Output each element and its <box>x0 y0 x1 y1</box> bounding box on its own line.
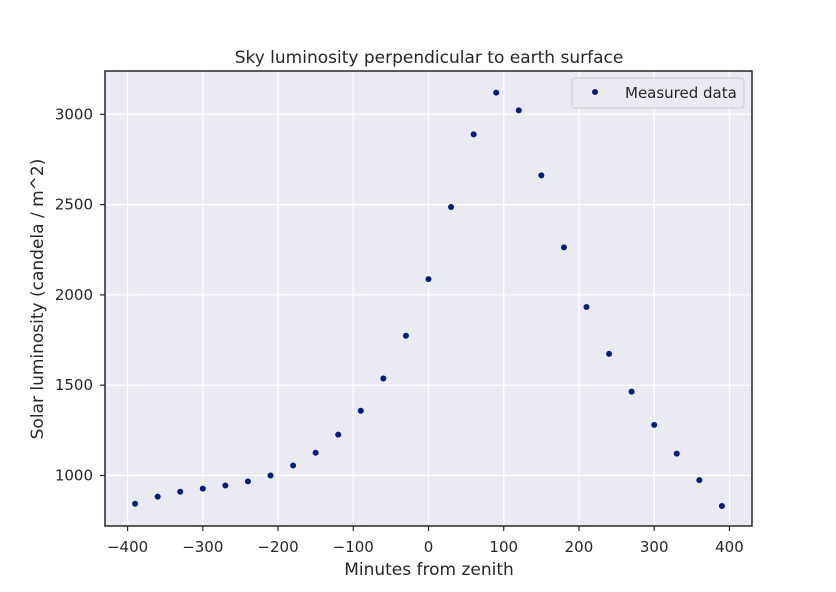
data-point <box>312 449 319 456</box>
x-tick-label: 400 <box>715 538 744 556</box>
data-point <box>651 421 658 428</box>
data-point <box>448 203 455 210</box>
data-point <box>718 502 725 509</box>
legend: Measured data <box>571 77 745 109</box>
data-point <box>628 388 635 395</box>
data-point <box>606 350 613 357</box>
legend-box <box>571 77 745 109</box>
data-point <box>267 472 274 479</box>
grid <box>105 71 752 526</box>
data-point <box>515 107 522 114</box>
y-tick-label: 1000 <box>55 466 93 484</box>
y-tick-label: 2500 <box>55 196 93 214</box>
data-point <box>132 500 139 507</box>
data-point <box>696 477 703 484</box>
data-point <box>357 407 364 414</box>
data-point <box>470 131 477 138</box>
legend-label: Measured data <box>625 84 737 102</box>
x-axis-label: Minutes from zenith <box>344 560 514 580</box>
data-point <box>154 493 161 500</box>
data-point <box>425 276 432 283</box>
data-point <box>538 172 545 179</box>
data-point <box>560 244 567 251</box>
data-point <box>673 450 680 457</box>
y-tick-label: 2000 <box>55 286 93 304</box>
data-point <box>290 462 297 469</box>
y-axis-ticks: 1000 1500 2000 2500 3000 <box>55 105 105 484</box>
x-tick-label: 0 <box>424 538 434 556</box>
x-tick-label: 100 <box>489 538 518 556</box>
data-point <box>244 478 251 485</box>
x-axis-ticks: −400 −300 −200 −100 0 100 200 300 400 <box>107 526 744 556</box>
x-tick-label: −200 <box>257 538 298 556</box>
data-points <box>132 89 725 509</box>
data-point <box>402 332 409 339</box>
x-tick-label: 200 <box>565 538 594 556</box>
data-point <box>177 488 184 495</box>
data-point <box>380 375 387 382</box>
x-tick-label: −100 <box>333 538 374 556</box>
data-point <box>583 303 590 310</box>
y-axis-label: Solar luminosity (candela / m^2) <box>28 159 48 440</box>
data-point <box>335 431 342 438</box>
x-tick-label: −300 <box>182 538 223 556</box>
chart-title: Sky luminosity perpendicular to earth su… <box>235 48 624 68</box>
data-point <box>199 485 206 492</box>
legend-marker <box>592 89 598 95</box>
y-tick-label: 3000 <box>55 105 93 123</box>
x-tick-label: −400 <box>107 538 148 556</box>
data-point <box>222 482 229 489</box>
data-point <box>493 89 500 96</box>
x-tick-label: 300 <box>640 538 669 556</box>
y-tick-label: 1500 <box>55 376 93 394</box>
